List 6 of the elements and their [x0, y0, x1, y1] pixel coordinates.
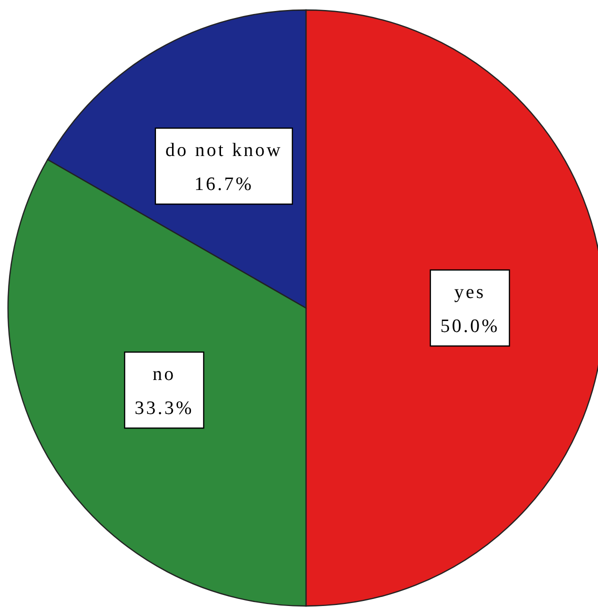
data-label: 33.3% [134, 398, 194, 420]
data-label: 16.7% [194, 174, 254, 196]
data-label: 50.0% [440, 316, 500, 337]
slice-label: do not know [165, 140, 282, 162]
slice-label: yes [454, 282, 486, 303]
slice-label: no [152, 364, 176, 386]
